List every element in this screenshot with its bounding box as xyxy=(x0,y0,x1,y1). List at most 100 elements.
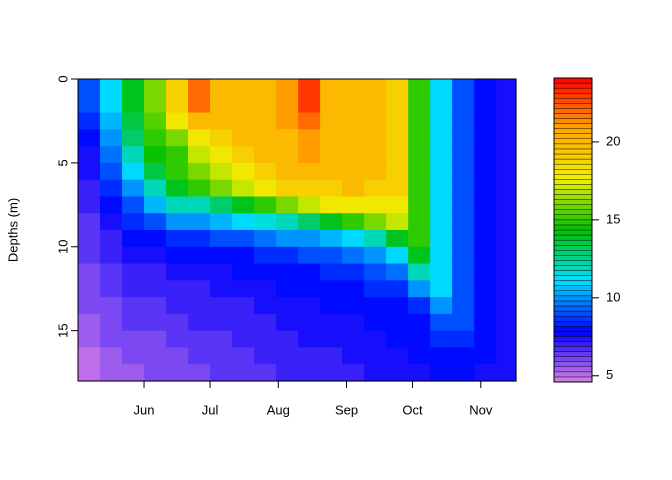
colorbar-step xyxy=(553,321,593,327)
heat-cell xyxy=(408,330,431,349)
heat-cell xyxy=(430,246,453,265)
heat-cell xyxy=(100,146,123,164)
colorbar-step xyxy=(553,98,593,104)
heat-cell xyxy=(364,179,387,198)
heat-cell xyxy=(276,263,299,281)
colorbar-step xyxy=(553,300,593,307)
colorbar-step xyxy=(553,270,593,276)
heat-cell xyxy=(122,95,145,114)
heat-cell xyxy=(408,146,431,164)
heat-cell xyxy=(100,263,123,281)
heat-cell xyxy=(254,79,277,97)
heat-cell xyxy=(298,263,321,281)
heat-cell xyxy=(474,162,497,181)
colorbar-step xyxy=(553,224,593,231)
colorbar-step xyxy=(553,326,593,332)
heat-cell xyxy=(254,297,277,315)
colorbar-step xyxy=(553,290,593,297)
heat-cell xyxy=(342,112,365,130)
colorbar-frame xyxy=(553,77,593,383)
heat-cell xyxy=(364,95,387,114)
heat-cell xyxy=(210,179,233,198)
heat-cell xyxy=(78,112,101,130)
heat-cell xyxy=(100,213,123,231)
heat-cell xyxy=(386,313,409,332)
colorbar-step xyxy=(553,229,593,236)
heat-cell xyxy=(188,179,211,198)
heat-cell xyxy=(496,246,517,265)
heat-cell xyxy=(342,280,365,298)
heat-cell xyxy=(474,230,497,248)
heat-cell xyxy=(166,280,189,298)
heat-cell xyxy=(232,313,255,332)
x-tick-label: Nov xyxy=(469,402,493,417)
heat-cell xyxy=(144,196,167,214)
heat-cell xyxy=(364,112,387,130)
heat-cell xyxy=(100,179,123,198)
heat-cell xyxy=(276,196,299,214)
heat-cell xyxy=(386,263,409,281)
heat-cell xyxy=(100,95,123,114)
heat-cell xyxy=(496,230,517,248)
y-tick-label: 0 xyxy=(55,75,70,82)
y-tick-label: 10 xyxy=(55,240,70,254)
colorbar-step xyxy=(553,189,593,195)
heat-cell xyxy=(408,79,431,97)
colorbar-step xyxy=(553,194,593,200)
heat-cell xyxy=(144,112,167,130)
heat-cell xyxy=(210,79,233,97)
heat-cell xyxy=(386,230,409,248)
heat-cell xyxy=(276,230,299,248)
heat-cell xyxy=(122,230,145,248)
heat-cell xyxy=(188,313,211,332)
heat-cell xyxy=(364,196,387,214)
heat-cell xyxy=(496,162,517,181)
heat-cell xyxy=(122,112,145,130)
heat-cell xyxy=(342,347,365,365)
colorbar-step xyxy=(553,305,593,312)
heat-cell xyxy=(320,95,343,114)
heat-cell xyxy=(276,146,299,164)
heat-cell xyxy=(474,79,497,97)
heat-cell xyxy=(210,364,233,382)
heat-cell xyxy=(276,179,299,198)
heat-cell xyxy=(408,129,431,147)
heat-cell xyxy=(144,95,167,114)
colorbar-step xyxy=(553,199,593,205)
heat-cell xyxy=(122,280,145,298)
heat-cell xyxy=(100,112,123,130)
heat-cell xyxy=(188,246,211,265)
heat-cell xyxy=(188,146,211,164)
heat-cell xyxy=(298,246,321,265)
colorbar-step xyxy=(553,275,593,281)
heat-cell xyxy=(320,129,343,147)
heat-cell xyxy=(452,313,475,332)
colorbar-step xyxy=(553,285,593,292)
heat-cell xyxy=(210,112,233,130)
colorbar-step xyxy=(553,336,593,342)
heat-cell xyxy=(298,330,321,349)
heat-cell xyxy=(496,129,517,147)
heat-cell xyxy=(254,313,277,332)
colorbar-step xyxy=(553,214,593,221)
colorbar-step xyxy=(553,244,593,251)
heat-cell xyxy=(276,364,299,382)
heat-cell xyxy=(100,79,123,97)
colorbar-step xyxy=(553,310,593,317)
heat-cell xyxy=(452,95,475,114)
heat-cell xyxy=(188,79,211,97)
heat-cell xyxy=(122,146,145,164)
heat-cell xyxy=(320,330,343,349)
heat-cell xyxy=(144,79,167,97)
heat-cell xyxy=(386,280,409,298)
colorbar-step xyxy=(553,184,593,190)
heat-cell xyxy=(408,196,431,214)
heat-cell xyxy=(232,196,255,214)
colorbar-step xyxy=(553,371,593,378)
heat-cell xyxy=(452,297,475,315)
heat-cell xyxy=(188,347,211,365)
colorbar-step xyxy=(553,331,593,337)
heat-cell xyxy=(100,129,123,147)
colorbar-step xyxy=(553,239,593,246)
heat-cell xyxy=(342,246,365,265)
